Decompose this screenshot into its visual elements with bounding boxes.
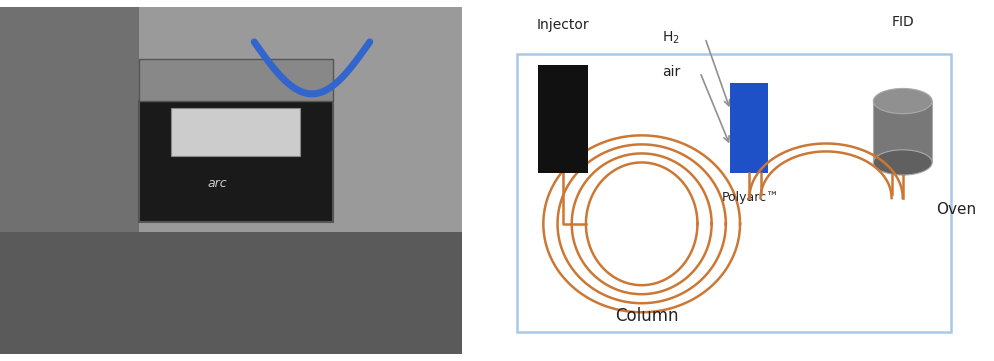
Bar	[139, 59, 333, 101]
Bar	[518, 54, 951, 332]
Bar	[0, 232, 462, 354]
Bar	[0, 7, 139, 232]
Text: air: air	[662, 65, 680, 79]
Text: Column: Column	[615, 307, 679, 325]
Bar	[538, 65, 588, 173]
Bar	[874, 101, 932, 162]
Ellipse shape	[874, 150, 932, 175]
Bar	[171, 108, 300, 156]
Text: Injector: Injector	[537, 18, 589, 32]
Text: arc: arc	[208, 178, 227, 191]
Text: Oven: Oven	[936, 202, 976, 217]
Bar	[139, 101, 333, 222]
Text: H$_2$: H$_2$	[662, 30, 680, 46]
Text: FID: FID	[892, 15, 914, 29]
Ellipse shape	[874, 88, 932, 114]
Text: Polyarc™: Polyarc™	[722, 191, 779, 204]
Bar	[731, 83, 768, 173]
Bar	[139, 7, 462, 232]
